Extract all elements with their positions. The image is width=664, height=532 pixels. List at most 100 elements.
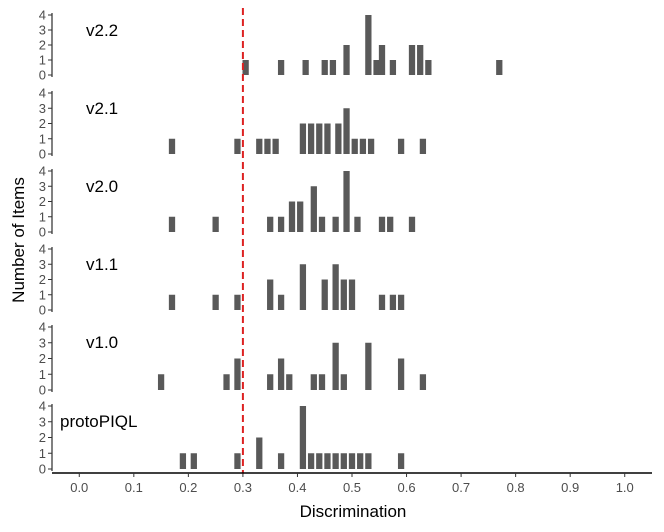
histogram-bar	[332, 264, 339, 310]
y-tick-label: 3	[39, 414, 46, 429]
histogram-bar	[378, 45, 386, 75]
histogram-bar	[316, 453, 323, 469]
histogram-bar	[357, 453, 364, 469]
x-axis: 0.0 0.1 0.2 0.3 0.4 0.5 0.6 0.7 0.8 0.9 1.0	[52, 472, 652, 495]
y-tick-label: 0	[39, 383, 46, 398]
histogram-bar	[373, 60, 380, 75]
y-tick-label: 1	[39, 287, 46, 302]
histogram-bar	[234, 358, 241, 390]
histogram-bar	[286, 374, 293, 390]
histogram-bar	[378, 294, 386, 310]
y-tick-label: 2	[39, 351, 46, 366]
y-tick-label: 0	[39, 225, 46, 240]
histogram-bar	[378, 216, 386, 232]
histogram-bar	[343, 171, 350, 232]
histogram-bar	[223, 374, 230, 390]
histogram-bar	[256, 437, 263, 469]
histogram-bar	[324, 123, 331, 154]
y-tick-label: 4	[39, 86, 46, 101]
y-tick-label: 2	[39, 194, 46, 209]
histogram-bar	[316, 123, 323, 154]
histogram-bar	[299, 123, 307, 154]
y-tick-label: 4	[39, 164, 46, 179]
histogram-bar	[310, 374, 317, 390]
histogram-bar	[397, 358, 405, 390]
histogram-bar	[212, 216, 219, 232]
histogram-bar	[277, 294, 285, 310]
panel-label: v2.0	[86, 177, 118, 196]
histogram-bar	[307, 453, 315, 469]
histogram-bar	[387, 216, 394, 232]
histogram-bar	[277, 216, 285, 232]
y-tick-label: 4	[39, 8, 46, 23]
histogram-bar	[408, 216, 416, 232]
histogram-bar	[277, 60, 285, 75]
histogram-bar	[234, 138, 241, 154]
y-tick-label: 4	[39, 242, 46, 257]
histogram-bar	[367, 138, 375, 154]
histogram-bar	[324, 453, 331, 469]
histogram-bar	[318, 216, 326, 232]
histogram-bar	[168, 294, 176, 310]
histogram-bar	[348, 453, 356, 469]
histogram-bar	[343, 108, 350, 154]
y-tick-label: 0	[39, 462, 46, 477]
histogram-bar	[425, 60, 432, 75]
histogram-bar	[335, 123, 342, 154]
histogram-bar	[318, 374, 326, 390]
histogram-bar	[267, 279, 274, 310]
y-tick-label: 4	[39, 320, 46, 335]
y-tick-label: 2	[39, 430, 46, 445]
y-tick-label: 1	[39, 53, 46, 68]
histogram-bar	[212, 294, 219, 310]
histogram-bar	[343, 45, 350, 75]
histogram-bar	[299, 406, 307, 469]
histogram-bar	[234, 294, 241, 310]
y-tick-label: 3	[39, 257, 46, 272]
histogram-bar	[310, 186, 317, 232]
histogram-bar	[340, 374, 347, 390]
histogram-bar	[307, 123, 315, 154]
panel-label: v1.1	[86, 255, 118, 274]
histogram-bar	[299, 264, 307, 310]
y-tick-label: 3	[39, 335, 46, 350]
histogram-bar	[277, 453, 285, 469]
y-tick-label: 3	[39, 23, 46, 38]
histogram-bar	[264, 138, 271, 154]
histogram-bar	[179, 453, 187, 469]
histogram-bar	[277, 358, 285, 390]
y-axis-title: Number of Items	[9, 177, 28, 303]
histogram-bar	[329, 60, 337, 75]
panel-label: v2.1	[86, 99, 118, 118]
histogram-bar	[354, 216, 361, 232]
histogram-bar	[365, 342, 372, 390]
histogram-bar	[242, 60, 249, 75]
histogram-bar	[417, 45, 424, 75]
y-tick-label: 4	[39, 399, 46, 414]
histogram-bar	[389, 294, 397, 310]
histogram-bar	[168, 216, 176, 232]
histogram-bar	[190, 453, 197, 469]
facet-panels: 01234v2.201234v2.101234v2.001234v1.10123…	[39, 8, 503, 477]
panel-label: protoPIQL	[60, 412, 138, 431]
x-tick-label: 0.4	[288, 480, 306, 495]
y-tick-label: 1	[39, 446, 46, 461]
y-tick-label: 3	[39, 179, 46, 194]
histogram-bar	[359, 138, 367, 154]
histogram-bar	[397, 453, 405, 469]
x-tick-label: 0.7	[452, 480, 470, 495]
x-tick-label: 0.3	[234, 480, 252, 495]
panel-label: v2.2	[86, 21, 118, 40]
y-tick-label: 1	[39, 209, 46, 224]
histogram-bar	[348, 279, 356, 310]
histogram-bar	[419, 374, 427, 390]
histogram-bar	[332, 342, 339, 390]
x-tick-label: 0.5	[343, 480, 361, 495]
histogram-bar	[302, 60, 309, 75]
